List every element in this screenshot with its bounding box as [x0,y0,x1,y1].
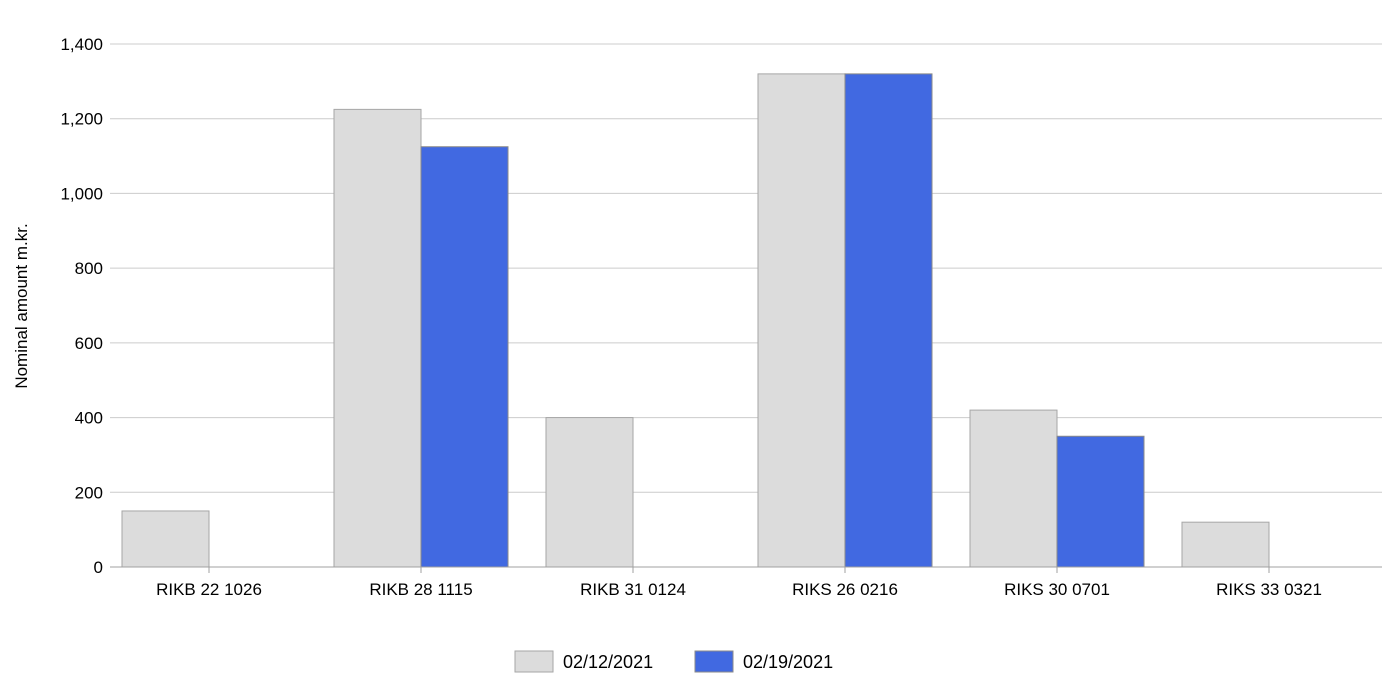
x-tick-label: RIKB 31 0124 [580,580,686,599]
x-tick-label: RIKS 30 0701 [1004,580,1110,599]
bar-series-1[interactable] [121,510,210,568]
legend: 02/12/2021 02/19/2021 [514,650,833,673]
x-tick-label: RIKS 33 0321 [1216,580,1322,599]
legend-item[interactable]: 02/12/2021 [514,650,653,673]
legend-label: 02/12/2021 [563,652,653,672]
bar-series-1[interactable] [757,73,846,568]
y-axis-title: Nominal amount m.kr. [12,223,31,388]
x-tick-label: RIKB 22 1026 [156,580,262,599]
legend-swatch [514,650,554,673]
gridlines [110,43,1382,493]
legend-swatch [694,650,734,673]
y-tick-label: 600 [75,334,103,353]
legend-item[interactable]: 02/19/2021 [694,650,833,673]
y-tick-label: 800 [75,259,103,278]
bars [121,73,1270,568]
y-tick-label: 1,200 [60,110,103,129]
bar-series-2[interactable] [1056,435,1145,568]
x-axis-ticks: RIKB 22 1026 RIKB 28 1115 RIKB 31 0124 RIKS… [156,567,1322,599]
y-axis-ticks: 0 200 400 600 800 1,000 1,200 1,400 [60,35,103,577]
bar-series-1[interactable] [333,108,422,568]
legend-label: 02/19/2021 [743,652,833,672]
y-tick-label: 200 [75,483,103,502]
bar-series-2[interactable] [844,73,933,568]
y-tick-label: 1,400 [60,35,103,54]
bar-series-1[interactable] [1181,521,1270,568]
y-tick-label: 1,000 [60,184,103,203]
x-tick-label: RIKB 28 1115 [369,580,472,599]
bar-series-1[interactable] [545,417,634,568]
bar-series-2[interactable] [420,146,509,568]
bar-series-1[interactable] [969,409,1058,568]
x-tick-label: RIKS 26 0216 [792,580,898,599]
y-tick-label: 400 [75,409,103,428]
y-tick-label: 0 [94,558,103,577]
